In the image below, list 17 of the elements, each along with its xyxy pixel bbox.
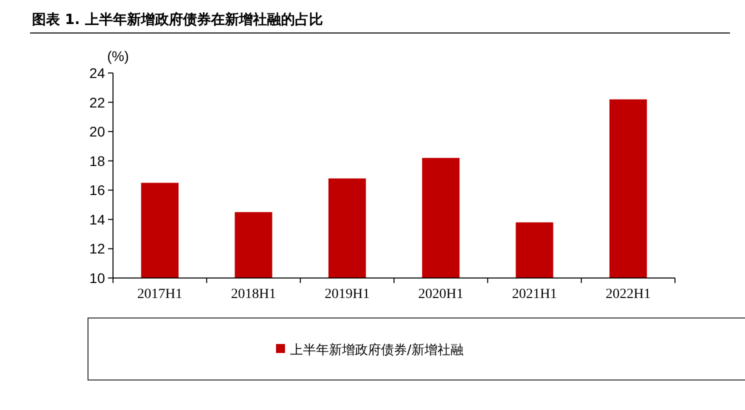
x-tick-label: 2018H1	[230, 287, 276, 302]
y-tick-label: 16	[89, 182, 106, 198]
y-tick-label: 10	[89, 270, 106, 286]
x-tick-label: 2020H1	[418, 287, 464, 302]
x-tick-label: 2022H1	[606, 287, 651, 302]
y-tick-label: 24	[89, 65, 106, 81]
y-tick-label: 20	[89, 124, 106, 140]
y-tick-label: 18	[89, 152, 106, 169]
x-tick-label: 2019H1	[324, 287, 370, 302]
y-tick-label: 22	[89, 94, 106, 110]
chart-title: 图表 1. 上半年新增政府债券在新增社融的占比	[32, 11, 323, 28]
legend-label: 上半年新增政府债券/新增社融	[290, 342, 464, 358]
x-tick-label: 2017H1	[137, 287, 182, 302]
x-tick-label: 2021H1	[512, 287, 558, 302]
y-tick-label: 14	[89, 211, 106, 228]
y-tick-label: 12	[89, 240, 106, 257]
y-axis-title: (%)	[107, 48, 129, 64]
